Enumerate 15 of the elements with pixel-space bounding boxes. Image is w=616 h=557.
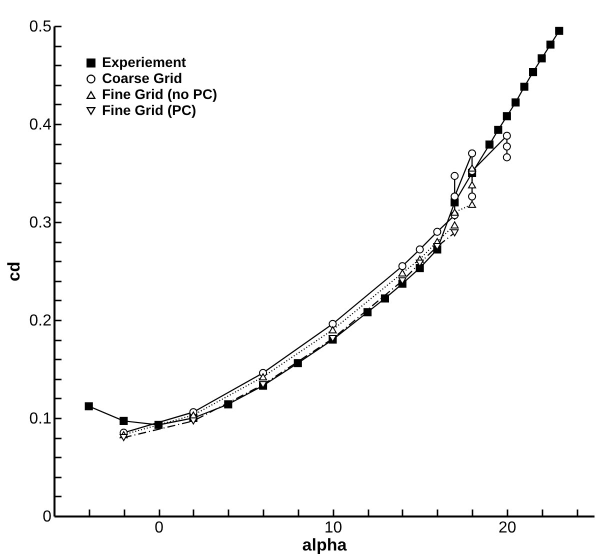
y-tick-label: 0.1 [29, 410, 52, 428]
y-tick-label: 0.5 [29, 18, 52, 36]
legend-label: Coarse Grid [102, 70, 182, 86]
y-tick-label: 0 [42, 508, 52, 526]
legend-label: Experiement [102, 54, 186, 70]
legend-label: Fine Grid (PC) [102, 102, 196, 118]
x-tick-label: 20 [498, 520, 516, 536]
x-tick-label: 10 [324, 520, 342, 536]
y-tick-label: 0.2 [29, 312, 52, 330]
y-tick-label: 0.3 [29, 214, 52, 232]
y-tick-label: 0.4 [29, 116, 52, 134]
x-tick-label: 0 [154, 520, 164, 536]
legend-label: Fine Grid (no PC) [102, 86, 218, 102]
x-axis-title: alpha [302, 536, 348, 554]
y-axis-title: cd [4, 262, 24, 282]
